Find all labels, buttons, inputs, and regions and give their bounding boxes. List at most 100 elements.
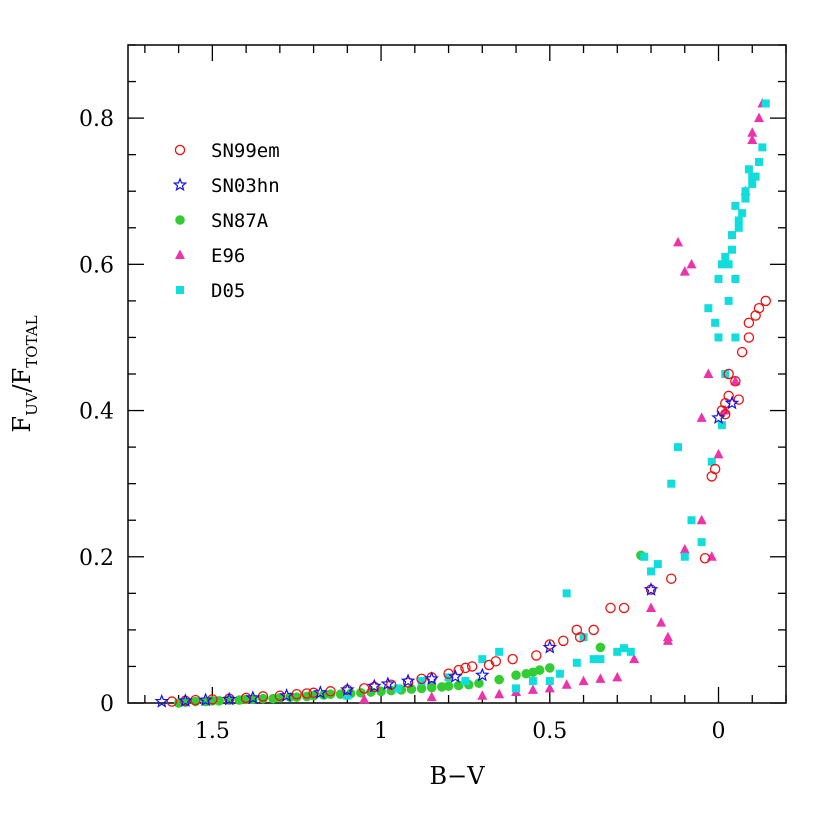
data-point xyxy=(612,671,623,682)
y-tick-label: 0.2 xyxy=(79,546,114,571)
data-point xyxy=(711,410,726,425)
data-point xyxy=(728,231,737,240)
x-tick-label: 1 xyxy=(374,719,388,744)
data-point xyxy=(369,681,380,693)
data-point xyxy=(545,677,554,686)
data-point xyxy=(738,209,747,218)
data-point xyxy=(714,333,723,342)
data-point xyxy=(528,677,537,686)
data-point xyxy=(279,688,294,702)
data-point xyxy=(478,655,487,664)
data-point xyxy=(717,260,726,269)
data-point xyxy=(544,682,555,693)
y-tick-label: 0 xyxy=(100,692,114,717)
data-point xyxy=(728,245,737,254)
data-point xyxy=(400,673,416,688)
legend-label: E96 xyxy=(211,245,245,267)
data-point xyxy=(448,669,463,683)
data-point xyxy=(696,412,707,422)
data-points xyxy=(154,97,772,708)
data-point xyxy=(755,157,764,166)
data-point xyxy=(291,692,302,702)
data-point xyxy=(166,696,178,707)
data-point xyxy=(380,676,396,691)
data-point xyxy=(686,258,697,269)
x-tick-label: 1.5 xyxy=(195,719,230,744)
data-point xyxy=(466,661,478,672)
data-point xyxy=(527,684,538,694)
data-point xyxy=(475,667,490,682)
series-sn03hn xyxy=(154,395,740,708)
data-point xyxy=(666,573,677,584)
y-tick-label: 0.8 xyxy=(79,107,114,132)
data-point xyxy=(717,421,726,430)
data-point xyxy=(444,673,453,682)
data-point xyxy=(733,394,745,405)
data-point xyxy=(424,671,439,686)
y-tick-label: 0.6 xyxy=(79,253,114,278)
data-point xyxy=(724,260,733,269)
data-point xyxy=(696,514,707,525)
data-point xyxy=(721,370,730,378)
data-point xyxy=(416,683,427,694)
data-point xyxy=(709,463,721,475)
data-point xyxy=(618,602,630,614)
data-point xyxy=(734,216,743,225)
data-point xyxy=(679,543,690,554)
data-point xyxy=(687,516,696,525)
data-point xyxy=(662,635,673,645)
data-point xyxy=(754,112,765,123)
series-e96 xyxy=(359,97,768,704)
data-point xyxy=(679,266,690,276)
data-point xyxy=(579,633,588,642)
data-point xyxy=(711,318,720,327)
data-point xyxy=(605,602,616,614)
data-point xyxy=(359,693,370,704)
data-point xyxy=(721,253,730,262)
data-point xyxy=(325,689,336,700)
data-point xyxy=(574,631,586,643)
data-point xyxy=(640,552,649,561)
y-axis-title: FUV/FTOTAL xyxy=(8,315,41,432)
data-point xyxy=(731,274,740,283)
data-point xyxy=(714,274,723,283)
data-point xyxy=(494,688,505,699)
data-point xyxy=(402,677,414,688)
data-point xyxy=(674,443,683,452)
axis-tick-labels: 1.5 1 0.5 0 0 0.2 0.4 0.6 0.8 xyxy=(79,107,726,744)
data-point xyxy=(558,635,569,647)
data-point xyxy=(680,552,689,561)
data-point xyxy=(453,680,464,691)
data-point xyxy=(534,665,545,675)
x-axis-title: B−V xyxy=(429,762,485,790)
data-point xyxy=(198,692,213,707)
data-point xyxy=(416,673,427,685)
legend-marker xyxy=(174,144,186,156)
data-point xyxy=(703,368,714,378)
data-point xyxy=(531,650,542,661)
data-point xyxy=(753,302,765,314)
data-point xyxy=(724,296,733,305)
data-point xyxy=(731,333,740,342)
legend-label: SN87A xyxy=(211,210,269,232)
data-point xyxy=(561,679,572,689)
data-point xyxy=(426,691,437,702)
data-point xyxy=(723,368,734,380)
data-point xyxy=(460,662,471,674)
data-point xyxy=(747,127,758,137)
data-point xyxy=(730,376,741,387)
data-point xyxy=(713,448,724,459)
data-point xyxy=(656,617,667,627)
data-point xyxy=(358,683,370,694)
data-point xyxy=(443,668,454,680)
data-point xyxy=(417,677,426,686)
data-point xyxy=(760,295,772,307)
data-point xyxy=(626,647,635,656)
y-axis-title-sub2: TOTAL xyxy=(23,315,41,367)
legend-label: D05 xyxy=(211,280,245,302)
data-point xyxy=(706,551,717,561)
data-point xyxy=(736,346,748,358)
data-point xyxy=(190,694,201,706)
legend: SN99em SN03hn SN87A E96 D05 xyxy=(172,140,280,302)
data-point xyxy=(653,560,662,569)
